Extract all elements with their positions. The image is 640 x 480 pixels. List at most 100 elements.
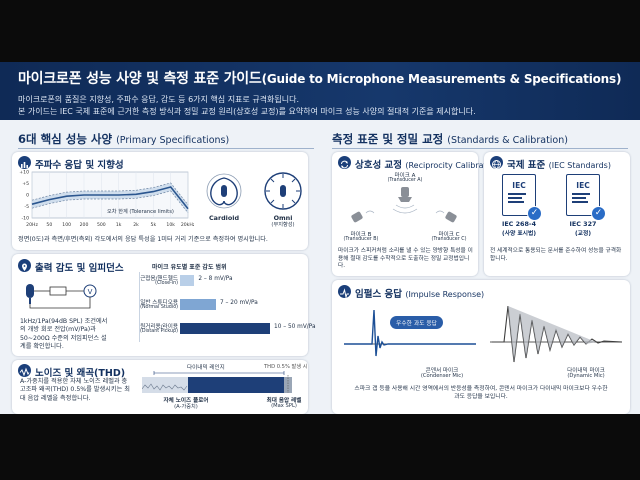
noise-card: 노이즈 및 왜곡(THD) A-가중치를 적용한 자체 노이즈 레벨과 충 고조… — [12, 360, 308, 414]
max-spl-label: 최대 음압 레벨 — [266, 398, 302, 404]
reciprocity-description: 마이크가 스피커처럼 소리를 낼 수 있는 양방향 특성을 이용해 절대 감도를… — [338, 248, 473, 270]
location-pin-icon — [18, 259, 31, 272]
sensitivity-row-sublabel: (Distant Pickup) — [139, 329, 178, 334]
omni-sublabel: (무지향성) — [271, 222, 295, 228]
iec-standard-desc: (사양 표시법) — [502, 231, 536, 237]
svg-text:V: V — [88, 288, 93, 296]
reciprocity-diagram — [351, 187, 457, 223]
x-tick-label: 20kHz — [181, 222, 194, 228]
condenser-sublabel: (Condenser Mic) — [420, 373, 464, 379]
sync-arrows-icon — [338, 156, 351, 169]
sensitivity-bar: 2 – 8 mV/Pa — [180, 275, 233, 286]
header-subtitle-1: 마이크로폰의 품질은 지향성, 주파수 응답, 감도 등 6가지 핵심 지표로 … — [18, 95, 300, 104]
sensitivity-row-label: 일반 스튜디오용 — [140, 300, 178, 306]
x-tick-label: 10k — [166, 222, 175, 228]
dynamic-label: 다이내믹 마이크 — [567, 368, 605, 374]
mic-c-label: 마이크 C — [438, 232, 460, 238]
sensitivity-bar: 7 – 20 mV/Pa — [180, 299, 258, 310]
impulse-description: 스파크 갭 등을 사용해 시간 영역에서의 반응성을 측정하여, 콘덴서 마이크… — [354, 386, 608, 400]
infographic: 마이크로폰 성능 사양 및 측정 표준 가이드(Guide to Microph… — [0, 62, 640, 414]
y-tick-label: 0 — [26, 193, 29, 199]
page-title: 마이크로폰 성능 사양 및 측정 표준 가이드(Guide to Microph… — [18, 71, 622, 87]
transient-badge: 우수한 과도 응답 — [390, 316, 444, 329]
header-banner: 마이크로폰 성능 사양 및 측정 표준 가이드(Guide to Microph… — [0, 62, 640, 120]
x-tick-label: 2k — [133, 222, 139, 228]
dynamic-range-label: 다이내믹 레인지 — [187, 365, 225, 371]
waveform-icon — [18, 364, 31, 377]
noise-description: A-가중치를 적용한 자체 노이즈 레벨과 충 고조파 왜곡(THD) 0.5%… — [20, 378, 130, 402]
check-badge-icon: ✓ — [527, 206, 542, 221]
right-section-rule — [332, 148, 628, 149]
iec-document-icon: IEC ✓ — [566, 174, 606, 221]
sensitivity-row-label: 원거리용/라이용 — [140, 324, 178, 330]
reciprocity-title: 상호성 교정 (Reciprocity Calibration) — [355, 160, 502, 171]
max-spl-sublabel: (Max SPL) — [271, 403, 297, 409]
noise-floor-sublabel: (A-가중치) — [174, 404, 198, 410]
dynamic-impulse-graph — [490, 305, 623, 363]
frequency-response-title: 주파수 응답 및 지향성 — [35, 160, 124, 171]
iec-title: 국제 표준 (IEC Standards) — [507, 160, 611, 171]
header-subtitle-2: 본 가이드는 IEC 국제 표준에 근거한 측정 방식과 정밀 교정 원리(상호… — [18, 107, 476, 116]
y-tick-label: -10 — [21, 216, 29, 222]
y-tick-label: +5 — [22, 181, 29, 187]
x-tick-label: 100 — [62, 222, 71, 228]
frequency-response-graph: 20Hz 50 100 200 500 1k 2k 5k 10k 20kHz +10 +5 0 -5 -1… — [19, 170, 194, 228]
iec-standard-code: IEC 268-4 — [501, 220, 537, 228]
cardioid-polar-icon — [206, 173, 242, 209]
iec-standard-desc: (교정) — [575, 231, 591, 237]
right-section-title: 측정 표준 및 정밀 교정 (Standards & Calibration) — [332, 132, 568, 146]
sensitivity-range-label: 7 – 20 mV/Pa — [220, 300, 258, 306]
x-tick-label: 1k — [116, 222, 122, 228]
condenser-label: 콘덴서 마이크 — [425, 368, 459, 374]
x-tick-label: 500 — [97, 222, 106, 228]
sensitivity-table-title: 마이크 유도별 표준 감도 범위 — [152, 264, 227, 271]
mic-b-sublabel: (Transducer B) — [343, 237, 379, 242]
iec-doc-label: IEC — [576, 181, 590, 190]
noise-title: 노이즈 및 왜곡(THD) — [35, 368, 126, 379]
chart-icon — [18, 156, 31, 169]
y-tick-label: -5 — [24, 204, 29, 210]
sensitivity-row-sublabel: (Close-in) — [155, 281, 178, 286]
dynamic-sublabel: (Dynamic Mic) — [567, 373, 605, 379]
noise-floor-label: 자체 노이즈 플로어 — [163, 398, 209, 404]
omni-polar-icon — [264, 172, 302, 210]
iec-doc-label: IEC — [512, 181, 526, 190]
sensitivity-bar: 10 – 50 mV/Pa — [180, 323, 316, 334]
x-tick-label: 200 — [80, 222, 89, 228]
thd-label: THD 0.5% 발생 시 — [264, 364, 308, 370]
omni-label: Omni — [273, 214, 293, 222]
sensitivity-range-label: 10 – 50 mV/Pa — [274, 324, 316, 330]
left-section-title: 6대 핵심 성능 사양 (Primary Specifications) — [18, 132, 230, 146]
y-tick-label: +10 — [19, 170, 29, 176]
cardioid-label: Cardioid — [208, 214, 240, 222]
sensitivity-row-sublabel: (Normal Studio) — [140, 305, 178, 310]
sensitivity-card: 출력 감도 및 임피던스 V 1kHz/1Pa(94dB SPL) 조건에서의 … — [12, 254, 316, 356]
x-tick-label: 5k — [151, 222, 157, 228]
mic-a-label: 마이크 A — [394, 173, 416, 179]
mic-a-sublabel: (Transducer A) — [387, 178, 423, 183]
sensitivity-range-label: 2 – 8 mV/Pa — [198, 276, 233, 282]
impulse-title: 임펄스 응답 (Impulse Response) — [355, 289, 485, 300]
check-badge-icon: ✓ — [591, 206, 606, 221]
condenser-impulse-graph — [344, 309, 476, 357]
sensitivity-row-label: 근접음/핸드헬드 — [140, 276, 178, 282]
left-section-rule — [18, 148, 314, 149]
sensitivity-description: 1kHz/1Pa(94dB SPL) 조건에서의 개방 회로 전압(mV/Pa)… — [20, 318, 108, 351]
x-tick-label: 20Hz — [26, 222, 38, 228]
globe-icon — [490, 156, 503, 169]
frequency-response-card: 주파수 응답 및 지향성 20Hz 50 100 200 500 1k 2k 5k 10k 20k… — [12, 152, 308, 250]
iec-card: 국제 표준 (IEC Standards) IEC ✓ IEC 268-4 (사양 표… — [484, 152, 630, 276]
frequency-response-note: 정면(0도)과 측면/후면(측외) 각도에서의 응답 특성을 1미터 거리 기준… — [18, 236, 268, 243]
mic-c-sublabel: (Transducer C) — [431, 237, 467, 242]
impulse-card: 임펄스 응답 (Impulse Response) 우수한 과도 응답 콘덴서 … — [332, 280, 630, 414]
sensitivity-title: 출력 감도 및 임피던스 — [35, 263, 124, 274]
tolerance-label: 오차 한계 (Tolerance limits) — [107, 209, 174, 215]
reciprocity-card: 상호성 교정 (Reciprocity Calibration) 마이크 A (… — [332, 152, 502, 276]
dynamic-range-graph — [142, 371, 292, 393]
iec-document-icon: IEC ✓ — [502, 174, 542, 221]
sensitivity-circuit-diagram: V — [26, 284, 97, 309]
iec-standard-code: IEC 327 — [569, 220, 597, 228]
iec-description: 전 세계적으로 통용되는 문서를 준수하여 성능을 규격화합니다. — [490, 248, 622, 262]
pulse-icon — [338, 285, 351, 299]
x-tick-label: 50 — [46, 222, 52, 228]
